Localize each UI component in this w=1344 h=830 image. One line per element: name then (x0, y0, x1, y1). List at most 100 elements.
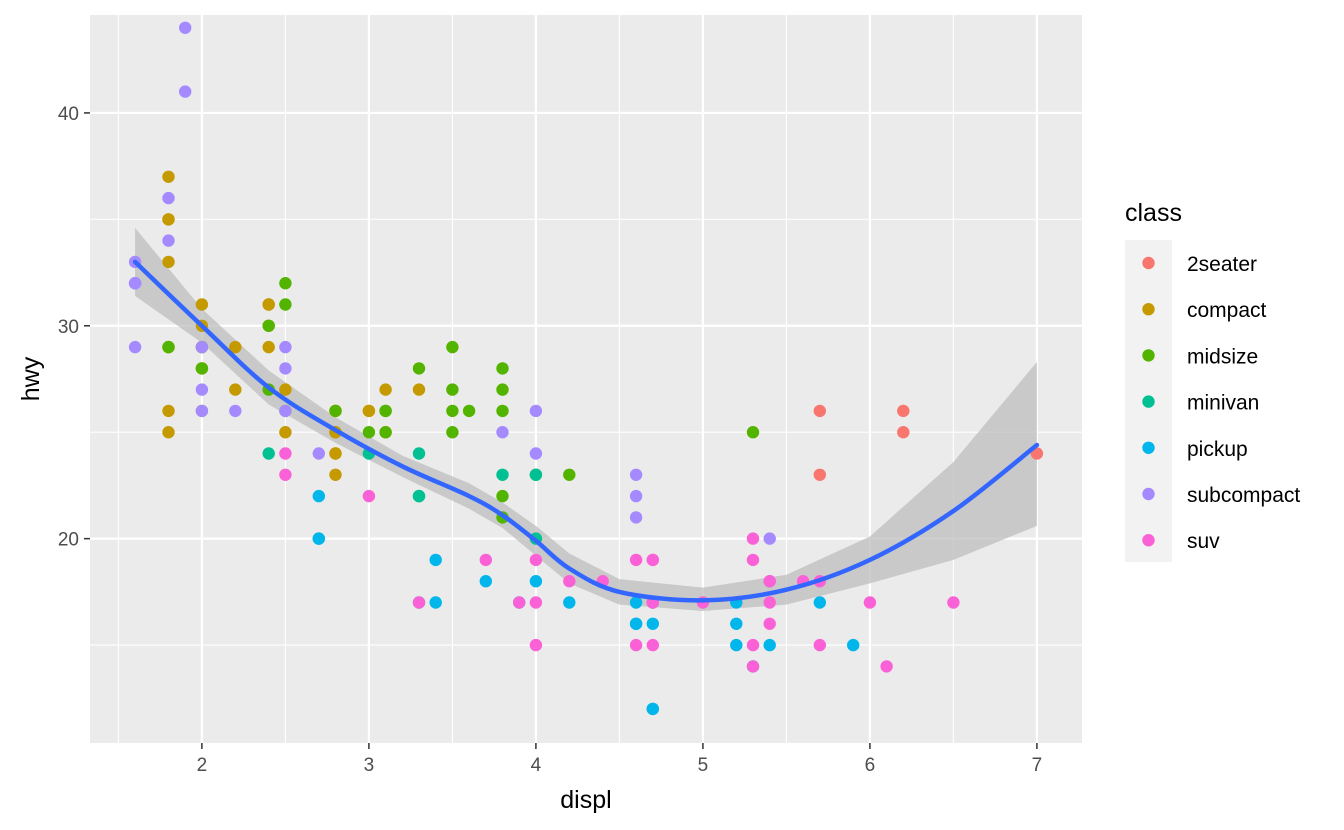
point-subcompact (529, 447, 543, 460)
legend-key-minivan (1142, 395, 1155, 408)
legend-key-midsize (1142, 349, 1155, 362)
point-midsize (262, 319, 275, 332)
point-suv (746, 553, 760, 567)
point-subcompact (162, 191, 175, 205)
point-pickup (312, 489, 325, 503)
point-subcompact (128, 340, 142, 354)
point-midsize (746, 426, 760, 439)
point-subcompact (629, 489, 643, 503)
y-tick-label: 30 (58, 317, 79, 338)
legend-key-subcompact (1142, 487, 1155, 501)
point-subcompact (529, 404, 543, 418)
legend: class 2seater compact midsize minivan pickup… (1125, 199, 1300, 562)
point-suv (279, 468, 292, 481)
point-2seater (1030, 447, 1044, 460)
point-suv (880, 660, 893, 673)
point-pickup (529, 575, 543, 588)
point-subcompact (179, 21, 192, 34)
x-tick-label: 7 (1032, 755, 1043, 776)
point-compact (162, 255, 175, 269)
point-midsize (362, 426, 376, 439)
point-suv (763, 617, 776, 630)
y-tick-label: 40 (58, 104, 79, 125)
point-midsize (462, 404, 476, 418)
point-compact (279, 383, 292, 396)
point-suv (362, 489, 376, 503)
legend-label-suv: suv (1187, 530, 1220, 553)
legend-label-2seater: 2seater (1187, 253, 1257, 276)
point-subcompact (128, 277, 142, 290)
point-subcompact (312, 447, 325, 460)
legend-key-suv (1142, 534, 1155, 547)
plot-panel (90, 15, 1082, 743)
point-midsize (379, 404, 392, 418)
point-subcompact (179, 85, 192, 98)
point-midsize (496, 362, 509, 375)
point-suv (529, 596, 543, 609)
point-suv (746, 638, 760, 652)
point-pickup (730, 638, 743, 652)
point-midsize (446, 426, 459, 439)
point-midsize (446, 383, 459, 396)
point-suv (863, 596, 877, 609)
legend-label-minivan: minivan (1187, 392, 1259, 415)
point-pickup (429, 596, 442, 609)
point-midsize (279, 277, 292, 290)
point-subcompact (629, 511, 643, 524)
axes: 2 3 4 5 6 7 20 30 40 (58, 104, 1042, 776)
x-tick-label: 4 (531, 755, 542, 776)
point-suv (646, 553, 659, 567)
point-compact (262, 340, 275, 354)
legend-key-2seater (1142, 256, 1155, 270)
point-midsize (412, 362, 426, 375)
legend-label-subcompact: subcompact (1187, 484, 1300, 507)
smooth-line (132, 259, 1040, 603)
x-tick-label: 3 (364, 755, 375, 776)
point-pickup (479, 575, 492, 588)
point-suv (529, 553, 543, 567)
legend-key-compact (1142, 303, 1155, 316)
point-suv (813, 638, 826, 652)
point-minivan (412, 447, 426, 460)
y-axis-title: hwy (17, 356, 45, 401)
point-minivan (496, 468, 509, 481)
point-subcompact (763, 532, 776, 545)
point-compact (379, 383, 392, 396)
point-compact (262, 298, 275, 311)
point-2seater (813, 468, 826, 481)
point-subcompact (162, 234, 175, 247)
point-midsize (496, 489, 509, 503)
point-subcompact (629, 468, 643, 481)
point-suv (412, 596, 426, 609)
point-subcompact (279, 340, 292, 354)
point-midsize (496, 383, 509, 396)
point-subcompact (195, 383, 209, 396)
point-suv (529, 638, 543, 652)
point-midsize (379, 426, 392, 439)
point-compact (362, 404, 376, 418)
point-subcompact (195, 404, 209, 418)
point-2seater (813, 404, 826, 418)
point-suv (629, 638, 643, 652)
point-pickup (312, 532, 325, 545)
point-pickup (730, 617, 743, 630)
point-pickup (847, 638, 860, 652)
point-pickup (646, 702, 659, 716)
point-pickup (563, 596, 576, 609)
point-pickup (646, 617, 659, 630)
point-pickup (813, 596, 826, 609)
point-suv (646, 638, 659, 652)
x-tick-label: 5 (698, 755, 709, 776)
legend-key-pickup (1142, 441, 1155, 454)
point-compact (162, 426, 175, 439)
point-pickup (429, 553, 442, 567)
point-subcompact (279, 362, 292, 375)
legend-label-pickup: pickup (1187, 438, 1248, 461)
point-pickup (629, 596, 643, 609)
point-subcompact (279, 404, 292, 418)
point-subcompact (195, 340, 209, 354)
point-compact (229, 340, 242, 354)
point-compact (329, 447, 342, 460)
point-suv (513, 596, 526, 609)
point-minivan (262, 447, 275, 460)
